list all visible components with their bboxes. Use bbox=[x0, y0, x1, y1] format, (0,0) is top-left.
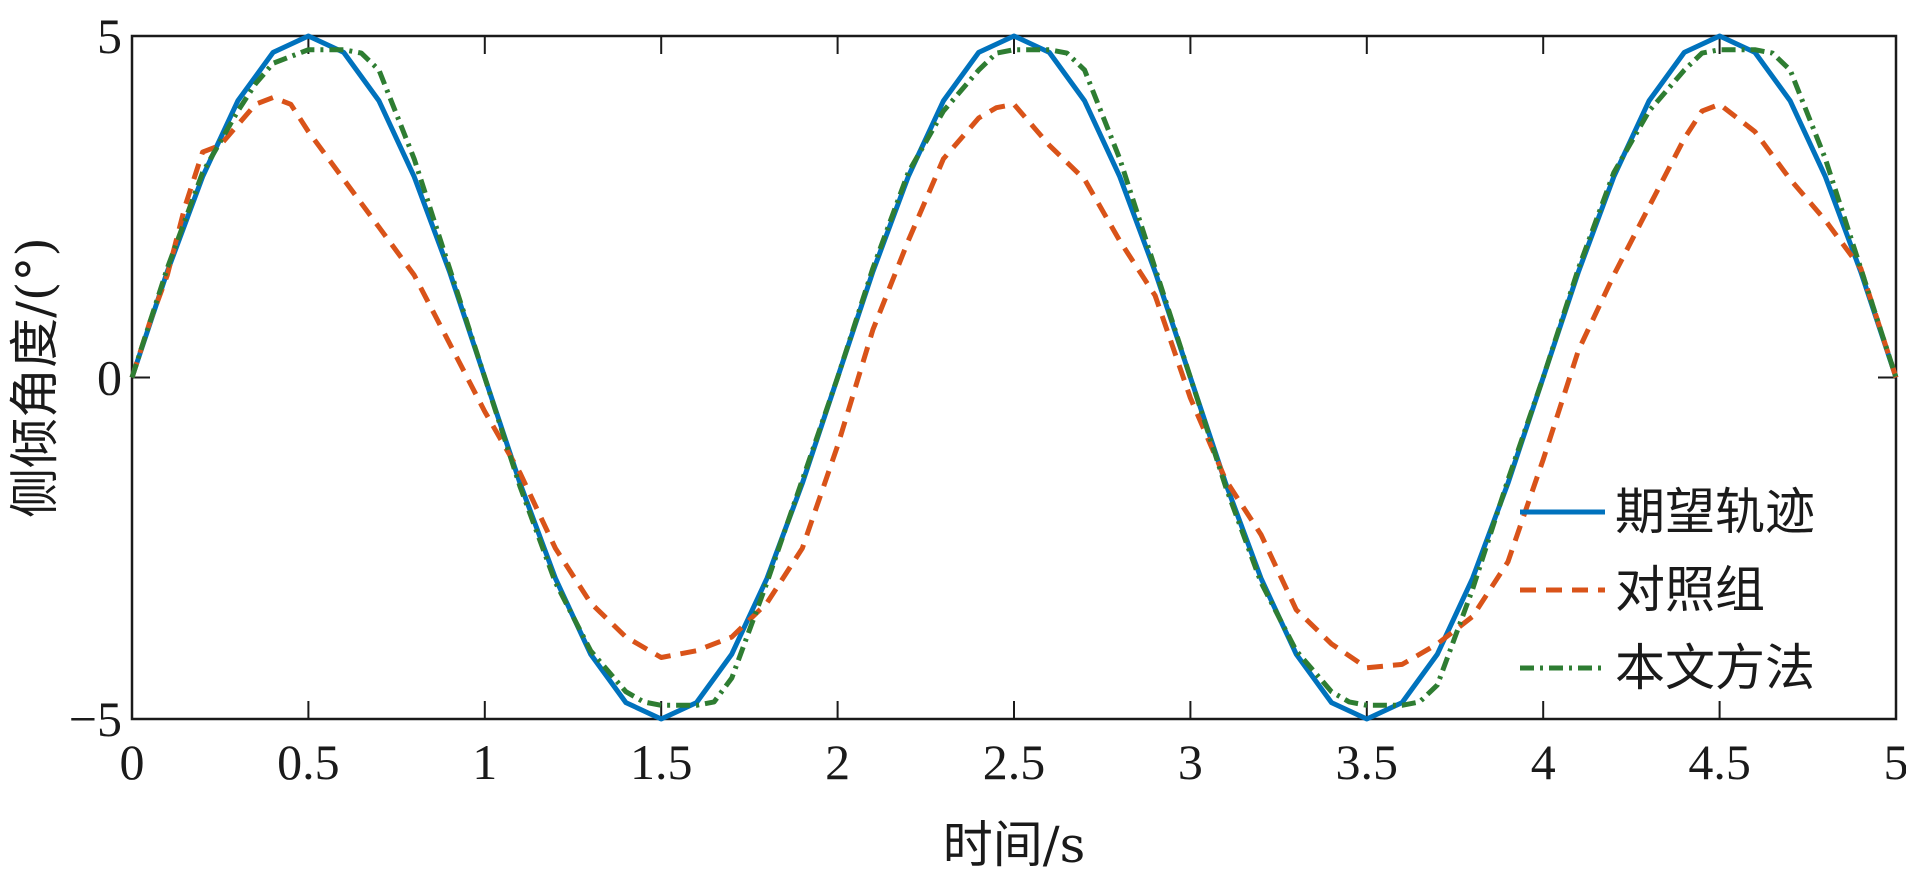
x-tick-labels: 0 0.5 1 1.5 2 2.5 3 3.5 4 4.5 5 bbox=[120, 734, 1906, 790]
y-tick-label: −5 bbox=[69, 691, 122, 747]
x-tick-label: 1 bbox=[472, 734, 497, 790]
x-tick-label: 2.5 bbox=[983, 734, 1046, 790]
x-axis-title: 时间/s bbox=[943, 816, 1086, 874]
x-tick-label: 4.5 bbox=[1688, 734, 1751, 790]
series-line-1 bbox=[129, 33, 1899, 722]
series-line-2 bbox=[129, 95, 1899, 671]
x-tick-label: 5 bbox=[1884, 734, 1906, 790]
x-tick-label: 2 bbox=[825, 734, 850, 790]
x-tick-label: 3 bbox=[1178, 734, 1203, 790]
series-lines bbox=[129, 33, 1899, 722]
legend-label-3: 本文方法 bbox=[1615, 639, 1815, 697]
y-tick-label: 0 bbox=[97, 350, 122, 406]
x-tick-label: 0.5 bbox=[277, 734, 340, 790]
x-tick-label: 3.5 bbox=[1336, 734, 1399, 790]
legend-label-1: 期望轨迹 bbox=[1615, 483, 1815, 541]
x-tick-label: 4 bbox=[1531, 734, 1556, 790]
x-tick-label: 0 bbox=[120, 734, 145, 790]
legend-label-2: 对照组 bbox=[1615, 561, 1765, 619]
x-tick-label: 1.5 bbox=[630, 734, 693, 790]
y-axis-title: 侧倾角度/(°) bbox=[6, 237, 64, 518]
series-line-3 bbox=[129, 47, 1899, 708]
y-tick-label: 5 bbox=[97, 8, 122, 64]
y-tick-labels: −5 0 5 bbox=[69, 8, 122, 747]
